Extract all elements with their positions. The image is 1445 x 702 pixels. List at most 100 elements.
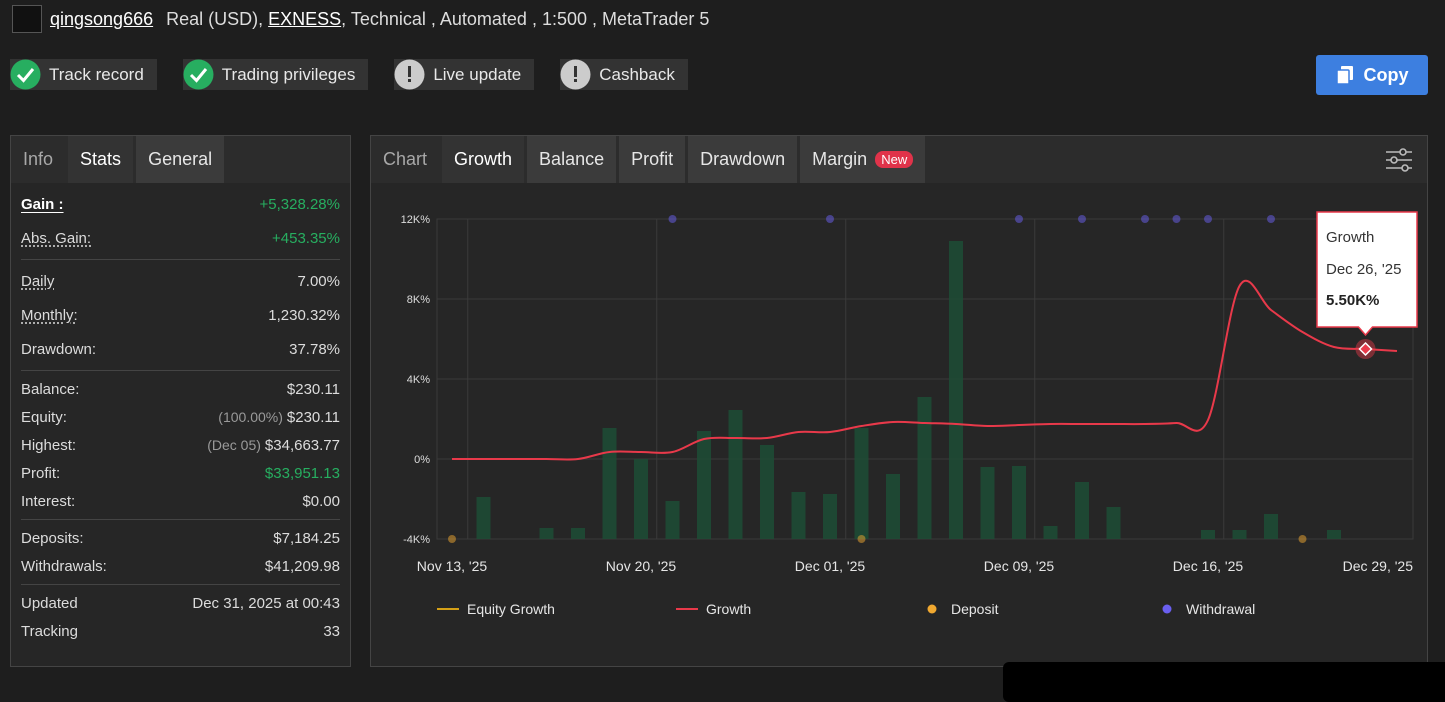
event-dot — [1267, 215, 1275, 223]
stats-row: Drawdown: 37.78% — [21, 332, 340, 366]
stat-value-wrap: 37.78% — [289, 341, 340, 358]
stats-row: Daily 7.00% — [21, 264, 340, 298]
badges: Track record Trading privileges Live updat… — [10, 59, 688, 90]
stats-row: Withdrawals: $41,209.98 — [21, 552, 340, 580]
icon-dot — [574, 79, 578, 82]
stat-label: Daily — [21, 272, 55, 290]
badge-label: Cashback — [599, 64, 675, 84]
tab[interactable]: Growth — [442, 136, 525, 183]
copy-label: Copy — [1363, 64, 1409, 85]
badge-label: Trading privileges — [221, 64, 356, 84]
stats-row: Tracking 33 — [21, 617, 340, 645]
tab[interactable]: Margin New — [800, 136, 926, 183]
stats-group: Deposits: $7,184.25 Withdrawals: $41,209.98 — [21, 520, 340, 585]
bar — [1327, 530, 1341, 539]
stat-label: Deposits: — [21, 529, 84, 547]
bar — [1043, 526, 1058, 539]
stat-label: Balance: — [21, 380, 80, 398]
stat-label: Profit: — [21, 464, 61, 482]
bar — [980, 467, 995, 539]
tab[interactable]: Balance — [527, 136, 617, 183]
stat-value: +453.35% — [272, 229, 340, 247]
legend-label[interactable]: Deposit — [951, 601, 999, 617]
legend-label[interactable]: Withdrawal — [1186, 601, 1255, 617]
bar — [1201, 530, 1215, 539]
username[interactable]: qingsong666 — [50, 8, 154, 29]
copy-button[interactable]: Copy — [1316, 55, 1428, 95]
stats-group: Balance: $230.11 Equity: (100.00%) $230.11 Hi… — [21, 371, 340, 520]
tooltip-title: Growth — [1326, 229, 1374, 246]
stat-value-wrap: +453.35% — [272, 230, 340, 247]
tab[interactable]: Chart — [371, 136, 439, 183]
stat-value-wrap: +5,328.28% — [260, 196, 341, 213]
stats-row: Deposits: $7,184.25 — [21, 524, 340, 552]
bar — [1264, 514, 1278, 539]
legend-swatch — [927, 604, 937, 614]
event-dot — [668, 215, 677, 223]
bar — [602, 428, 617, 539]
stats-group: Gain : +5,328.28% Abs. Gain: +453.35% — [21, 183, 340, 260]
stat-value: 7.00% — [297, 272, 340, 290]
stat-value: $33,951.13 — [264, 464, 340, 482]
stat-label: Tracking — [21, 622, 78, 640]
y-tick-label: 4K% — [407, 374, 430, 386]
event-dot — [1015, 215, 1023, 223]
stat-label: Abs. Gain: — [21, 229, 92, 247]
stats-row: Profit: $33,951.13 — [21, 459, 340, 487]
header: qingsong666 Real (USD), EXNESS, Technical … — [12, 5, 709, 33]
growth-chart: -4K% 0% 4K% 8K% 12K% Nov 13, '25 Nov 20, '25 De… — [401, 211, 1418, 617]
bar — [1012, 466, 1026, 539]
tab[interactable]: General — [136, 136, 225, 183]
badge: Track record — [10, 59, 157, 90]
bar — [539, 528, 554, 539]
stat-label: Monthly: — [21, 306, 78, 324]
stats-row: Updated Dec 31, 2025 at 00:43 — [21, 589, 340, 617]
icon-check — [16, 68, 35, 83]
x-tick-label: Nov 20, '25 — [606, 558, 677, 574]
event-dot — [1172, 215, 1181, 223]
stats-row: Highest: (Dec 05) $34,663.77 — [21, 431, 340, 459]
settings-icon[interactable] — [1385, 148, 1413, 172]
tab-label: Margin — [812, 149, 868, 169]
stat-value-wrap: (Dec 05) $34,663.77 — [207, 437, 340, 454]
stats-row: Interest: $0.00 — [21, 487, 340, 515]
stat-value-wrap: $230.11 — [287, 381, 340, 398]
tab[interactable]: Stats — [68, 136, 134, 183]
avatar — [12, 5, 42, 33]
legend-label[interactable]: Equity Growth — [467, 601, 555, 617]
tab[interactable]: Info — [11, 136, 65, 183]
x-tick-label: Nov 13, '25 — [417, 558, 488, 574]
stat-value: 37.78% — [289, 340, 340, 358]
broker[interactable]: EXNESS — [268, 8, 342, 29]
stats-group: Updated Dec 31, 2025 at 00:43 Tracking 33 — [21, 585, 340, 649]
tab-label: Chart — [383, 149, 428, 169]
y-tick-label: 8K% — [407, 294, 430, 306]
badge-icon — [10, 59, 41, 90]
stats-row: Balance: $230.11 — [21, 375, 340, 403]
tab-label: Profit — [631, 149, 674, 169]
badge-icon — [394, 59, 425, 90]
icon-bang — [574, 66, 578, 77]
tab[interactable]: Drawdown — [688, 136, 798, 183]
bar — [1106, 507, 1121, 539]
bar — [697, 431, 711, 539]
hover-point — [1358, 341, 1373, 357]
bar — [886, 474, 900, 539]
bar — [917, 397, 932, 539]
tooltip-value: 5.50K% — [1326, 292, 1379, 309]
icon-circle — [183, 59, 214, 90]
badge: Trading privileges — [182, 59, 369, 90]
stat-label: Equity: — [21, 408, 67, 426]
stat-value-wrap: $0.00 — [302, 493, 340, 510]
stats-panel: Info Stats General Gain : +5,328.28% Abs. Ga… — [10, 135, 351, 667]
tab[interactable]: Profit — [619, 136, 686, 183]
event-dot — [1078, 215, 1086, 223]
tooltip-box — [1316, 211, 1418, 337]
y-tick-label: -4K% — [403, 534, 430, 546]
legend-label[interactable]: Growth — [706, 601, 751, 617]
overlay-box — [1003, 662, 1445, 702]
stat-value-wrap: $41,209.98 — [265, 558, 340, 575]
stat-value-wrap: Dec 31, 2025 at 00:43 — [192, 595, 340, 612]
stat-value-wrap: (100.00%) $230.11 — [218, 409, 340, 426]
